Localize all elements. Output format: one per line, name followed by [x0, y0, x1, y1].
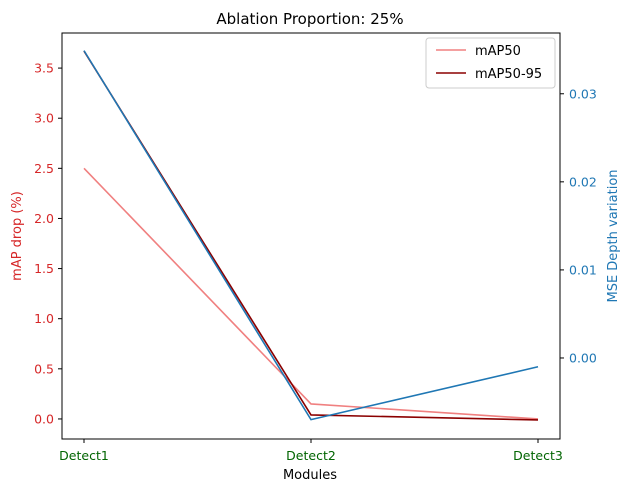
series-line-mAP50-95	[83, 50, 539, 421]
series-line-mAP50	[83, 167, 539, 420]
right-axis-title: MSE Depth variation	[606, 169, 621, 302]
left-tick-label: 2.0	[34, 211, 54, 226]
right-tick-label: 0.01	[569, 262, 597, 277]
series-lines	[83, 50, 539, 421]
left-axis-title: mAP drop (%)	[10, 191, 25, 281]
right-tick-label: 0.00	[569, 350, 597, 365]
left-tick-label: 3.5	[34, 61, 54, 76]
x-tick-label: Detect1	[59, 448, 109, 463]
left-tick-label: 3.0	[34, 111, 54, 126]
left-tick-label: 1.0	[34, 311, 54, 326]
right-tick-label: 0.02	[569, 174, 597, 189]
legend: mAP50 mAP50-95	[425, 37, 556, 89]
plot-frame	[61, 32, 561, 440]
left-tick-label: 1.5	[34, 261, 54, 276]
left-tick-label: 0.5	[34, 361, 54, 376]
series-line-mse-depth	[83, 50, 539, 421]
legend-label-mAP50: mAP50	[475, 44, 521, 59]
right-axis-ticks: 0.00 0.01 0.02 0.03	[560, 86, 597, 365]
x-tick-label: Detect2	[286, 448, 336, 463]
chart-title: Ablation Proportion: 25%	[216, 10, 403, 28]
left-axis-ticks: 0.0 0.5 1.0 1.5 2.0 2.5 3.0 3.5	[34, 61, 62, 426]
x-axis-title: Modules	[283, 468, 337, 483]
legend-label-mAP50-95: mAP50-95	[475, 67, 542, 82]
x-axis-ticks: Detect1 Detect2 Detect3	[59, 439, 563, 463]
x-tick-label: Detect3	[513, 448, 563, 463]
left-tick-label: 0.0	[34, 411, 54, 426]
left-tick-label: 2.5	[34, 161, 54, 176]
right-tick-label: 0.03	[569, 86, 597, 101]
